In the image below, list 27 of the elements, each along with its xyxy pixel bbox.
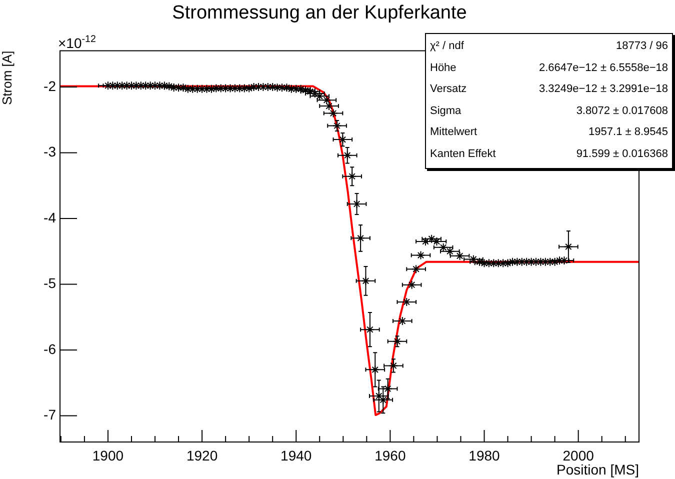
y-tick-label: -3 <box>44 144 56 160</box>
x-tick-label: 1900 <box>92 447 124 464</box>
x-axis-title: Position [MS] <box>556 461 639 478</box>
x-tick-label: 1960 <box>374 447 406 464</box>
annotation: Mittelwert <box>430 125 478 140</box>
annotation: Sigma <box>430 104 462 119</box>
annotation: Kanten Effekt <box>430 146 496 162</box>
annotation: 18773 / 96 <box>616 39 668 54</box>
annotation: Höhe <box>430 60 456 76</box>
y-axis-title: Strom [A] <box>0 50 14 105</box>
annotation: Versatz <box>430 82 467 98</box>
annotation: 1957.1 ± 8.9545 <box>588 125 668 140</box>
x-tick-label: 1980 <box>468 447 500 464</box>
chart-title: Strommessung an der Kupferkante <box>172 2 467 24</box>
y-tick-label: -6 <box>44 340 56 357</box>
y-tick-label: -4 <box>44 209 56 226</box>
y-tick-label: -7 <box>44 406 56 423</box>
x-tick-label: 1940 <box>280 447 312 464</box>
x-tick-label: 1920 <box>186 447 218 464</box>
annotation: χ² / ndf <box>430 39 464 54</box>
annotation: 3.3249e−12 ± 3.2991e−18 <box>539 82 668 98</box>
x-tick-label: 2000 <box>562 447 594 464</box>
y-tick-label: -2 <box>44 78 56 94</box>
annotation: 2.6647e−12 ± 6.5558e−18 <box>539 60 668 76</box>
annotation: 91.599 ± 0.016368 <box>576 146 668 162</box>
annotation: 3.8072 ± 0.017608 <box>576 104 668 119</box>
y-tick-label: -5 <box>44 275 56 292</box>
